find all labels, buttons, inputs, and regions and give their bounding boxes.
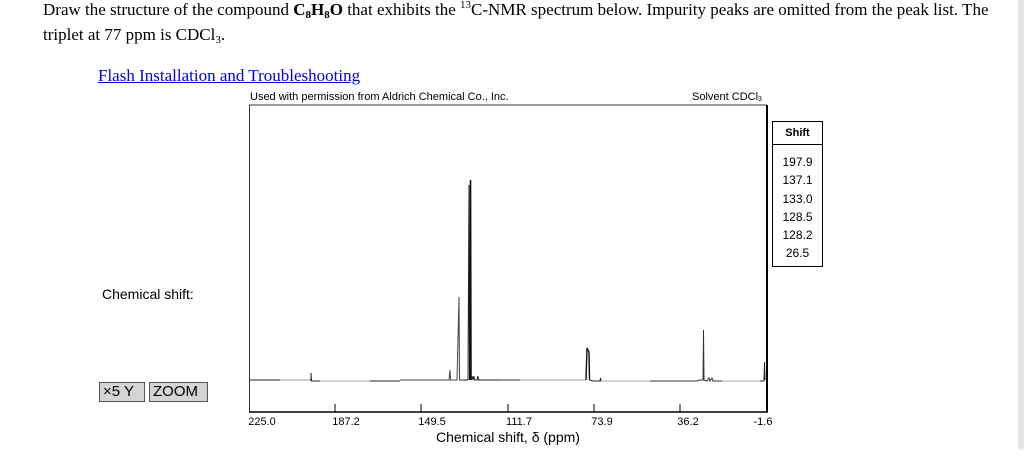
x-tick-label: -1.6 — [753, 416, 773, 428]
shift-value: 128.5 — [782, 209, 813, 224]
question-middle: that exhibits the — [342, 0, 461, 19]
shift-value: 197.9 — [782, 155, 813, 169]
shift-value: 128.2 — [782, 228, 813, 243]
shift-table-header: Shift — [773, 122, 822, 145]
x-tick-label: 73.9 — [591, 416, 613, 428]
shift-list: 197.9 137.1 133.0 128.5 128.2 26.5 — [773, 145, 822, 263]
question-end: . — [220, 25, 226, 44]
shift-value: 133.0 — [782, 191, 813, 206]
cdcl-subscript: 3 — [215, 34, 221, 46]
x-tick-label: 36.2 — [677, 416, 699, 428]
chemical-shift-label: Chemical shift: — [102, 286, 194, 302]
question-body: C-NMR spectrum below. Impurity peaks are… — [43, 0, 989, 44]
x-axis-title: Chemical shift, δ (ppm) — [436, 429, 580, 445]
solvent-label: Solvent CDCl3 — [692, 91, 762, 103]
x-tick-label: 187.2 — [332, 416, 360, 428]
molecular-formula: C8H8O — [293, 0, 343, 21]
flash-help-link[interactable]: Flash Installation and Troubleshooting — [98, 66, 361, 85]
question-prefix: Draw the structure of the compound — [43, 0, 294, 19]
spectrum-credit: Used with permission from Aldrich Chemic… — [250, 91, 509, 103]
x5-y-scale-button[interactable]: ×5 Y — [99, 382, 145, 402]
x-tick-label: 111.7 — [506, 416, 532, 428]
x-tick-label: 149.5 — [418, 416, 446, 428]
isotope-superscript: 13 — [460, 0, 472, 11]
zoom-button[interactable]: ZOOM — [149, 382, 208, 402]
spectrum-trace — [250, 179, 766, 383]
x-axis-ticks — [334, 404, 681, 412]
shift-value: 137.1 — [782, 173, 813, 188]
shift-value: 26.5 — [785, 246, 810, 261]
shift-table: Shift 197.9 137.1 133.0 128.5 128.2 26.5 — [772, 121, 823, 267]
question-text: Draw the structure of the compound C8H8O… — [43, 0, 1003, 47]
x-tick-label: 225.0 — [248, 416, 276, 428]
vertical-scrollbar[interactable] — [1018, 0, 1024, 450]
